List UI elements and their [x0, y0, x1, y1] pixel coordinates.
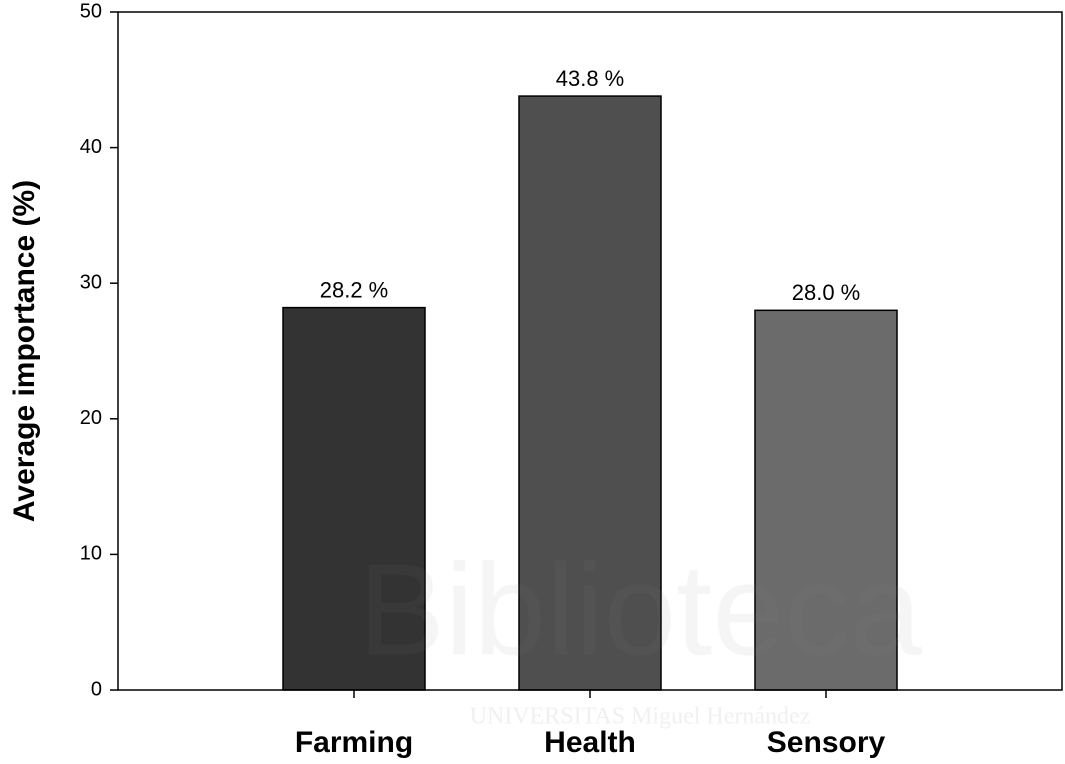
y-tick-label: 30: [80, 271, 102, 293]
plot-frame: [117, 11, 1063, 691]
y-axis-label: Average importance (%): [8, 180, 41, 522]
y-tick-label: 50: [80, 0, 102, 22]
watermark-title: Biblioteca: [358, 536, 922, 682]
bar: [518, 95, 662, 691]
value-label: 28.2 %: [320, 277, 389, 302]
x-tick-label: Sensory: [767, 726, 886, 759]
y-tick-label: 10: [80, 543, 102, 565]
y-tick-label: 40: [80, 136, 102, 158]
y-tick-label: 0: [91, 678, 102, 700]
value-label: 28.0 %: [792, 280, 861, 305]
value-label: 43.8 %: [556, 66, 625, 91]
x-tick-label: Farming: [295, 726, 413, 759]
y-tick-label: 20: [80, 407, 102, 429]
bar: [754, 309, 898, 691]
x-tick-label: Health: [544, 726, 636, 759]
watermark-subtitle: UNIVERSITAS Miguel Hernández: [470, 704, 811, 730]
